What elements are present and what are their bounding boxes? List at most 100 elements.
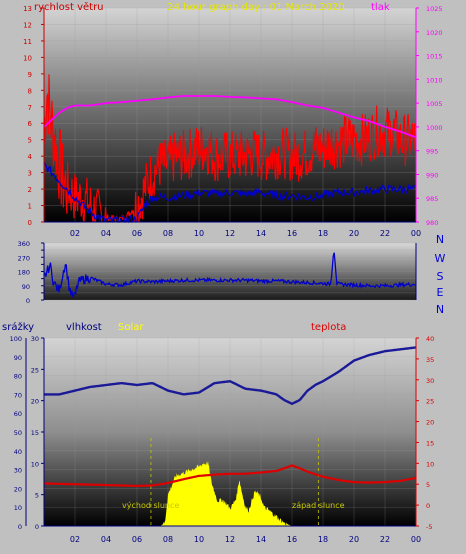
top-right-tick-label: 1010 [426, 76, 443, 84]
top-left-tick-label: 5 [28, 137, 32, 145]
top-x-tick-label: 22 [380, 229, 390, 238]
wind-speed-line [43, 74, 417, 223]
bottom-x-tick-label: 02 [70, 535, 80, 544]
bottom-vlhkost-tick-label: 5 [35, 492, 39, 500]
temperature-line [44, 464, 417, 487]
top-left-tick-label: 9 [28, 71, 32, 79]
top-x-tick-label: 00 [411, 229, 421, 238]
top-right-tick-label: 1015 [426, 53, 443, 61]
top-left-tick-label: 6 [28, 120, 33, 128]
bottom-srazky-tick-label: 90 [14, 354, 22, 362]
bottom-right-tick-label: 40 [426, 335, 434, 343]
labels: 24 hour graph day : 01 March 2020 rychlo… [2, 1, 446, 544]
top-x-tick-label: 12 [225, 229, 235, 238]
bottom-srazky-tick-label: 50 [14, 429, 22, 437]
mid-left-tick-label: 0 [26, 297, 30, 305]
bottom-right-tick-label: 0 [426, 502, 430, 510]
bottom-srazky-tick-label: 60 [14, 410, 22, 418]
top-left-tick-label: 3 [28, 170, 32, 178]
bottom-vlhkost-tick-label: 20 [31, 398, 39, 406]
top-right-tick-label: 985 [426, 195, 438, 203]
top-left-tick-label: 11 [23, 38, 32, 46]
top-x-tick-label: 06 [132, 229, 142, 238]
bottom-right-tick-label: 35 [426, 356, 434, 364]
bottom-srazky-tick-label: 10 [14, 504, 22, 512]
compass-letter: N [436, 303, 444, 316]
mid-left-tick-label: 270 [18, 254, 30, 262]
bottom-x-tick-label: 04 [101, 535, 111, 544]
top-right-tick-label: 1020 [426, 29, 443, 37]
bottom-right-tick-label: 10 [426, 460, 434, 468]
sunrise-label: východ slunce [122, 501, 179, 510]
bottom-right-tick-label: 25 [426, 398, 434, 406]
bottom-right-tick-label: 20 [426, 419, 434, 427]
chart-title: 24 hour graph day : 01 March 2020 [167, 2, 345, 13]
bottom-solar-label: Solar [118, 322, 144, 333]
top-left-tick-label: 8 [28, 87, 32, 95]
top-left-axis-label: rychlost větru [34, 1, 104, 13]
axes [25, 7, 419, 527]
compass-letter: W [435, 252, 446, 265]
bottom-x-tick-label: 14 [256, 535, 266, 544]
bottom-srazky-tick-label: 0 [18, 523, 22, 531]
top-x-tick-label: 10 [194, 229, 204, 238]
bottom-right-tick-label: 5 [426, 481, 430, 489]
top-left-tick-label: 0 [28, 219, 32, 227]
mid-left-tick-label: 90 [22, 283, 30, 291]
top-x-tick-label: 18 [318, 229, 328, 238]
bottom-x-tick-label: 20 [349, 535, 359, 544]
bottom-x-tick-label: 12 [225, 535, 235, 544]
pressure-line [43, 95, 417, 139]
bottom-teplota-label: teplota [311, 322, 346, 333]
top-left-tick-label: 7 [28, 104, 32, 112]
compass-letter: E [437, 286, 444, 299]
wind-avg-line [43, 162, 417, 224]
bottom-vlhkost-tick-label: 25 [31, 366, 39, 374]
top-left-tick-label: 1 [28, 203, 32, 211]
compass-letter: N [436, 233, 444, 246]
top-right-tick-label: 990 [426, 171, 438, 179]
data-series [43, 74, 417, 526]
top-left-tick-label: 2 [28, 186, 32, 194]
mid-left-tick-label: 360 [18, 240, 30, 248]
bottom-srazky-tick-label: 30 [14, 467, 22, 475]
bottom-vlhkost-tick-label: 15 [31, 429, 39, 437]
mid-left-tick-label: 180 [18, 269, 30, 277]
bottom-right-tick-label: 30 [426, 377, 434, 385]
bottom-x-tick-label: 18 [318, 535, 328, 544]
top-right-tick-label: 1025 [426, 5, 443, 13]
top-x-tick-label: 02 [70, 229, 80, 238]
bottom-x-tick-label: 22 [380, 535, 390, 544]
top-x-tick-label: 20 [349, 229, 359, 238]
bottom-vlhkost-tick-label: 0 [35, 523, 39, 531]
humidity-line [44, 346, 417, 406]
compass-letter: S [437, 270, 444, 283]
top-right-tick-label: 1005 [426, 100, 443, 108]
bottom-x-tick-label: 00 [411, 535, 421, 544]
bottom-srazky-label: srážky [2, 321, 34, 333]
bottom-vlhkost-label: vlhkost [66, 322, 102, 333]
bottom-vlhkost-tick-label: 30 [31, 335, 39, 343]
top-right-tick-label: 980 [426, 219, 438, 227]
bottom-vlhkost-tick-label: 10 [31, 460, 39, 468]
bottom-srazky-tick-label: 70 [14, 391, 22, 399]
bottom-x-tick-label: 16 [287, 535, 297, 544]
top-x-tick-label: 14 [256, 229, 266, 238]
top-left-tick-label: 10 [23, 54, 32, 62]
sunset-label: západ slunce [292, 501, 345, 510]
bottom-srazky-tick-label: 40 [14, 448, 22, 456]
top-right-axis-label: tlak [371, 2, 390, 13]
bottom-x-tick-label: 08 [163, 535, 173, 544]
top-x-tick-label: 08 [163, 229, 173, 238]
top-right-tick-label: 1000 [426, 124, 443, 132]
top-right-tick-label: 995 [426, 148, 438, 156]
top-left-tick-label: 4 [28, 153, 33, 161]
bottom-srazky-tick-label: 80 [14, 373, 22, 381]
bottom-srazky-tick-label: 100 [10, 335, 22, 343]
bottom-srazky-tick-label: 20 [14, 485, 22, 493]
top-x-tick-label: 16 [287, 229, 297, 238]
bottom-right-tick-label: -5 [426, 523, 432, 531]
bottom-x-tick-label: 06 [132, 535, 142, 544]
top-left-tick-label: 12 [23, 21, 32, 29]
